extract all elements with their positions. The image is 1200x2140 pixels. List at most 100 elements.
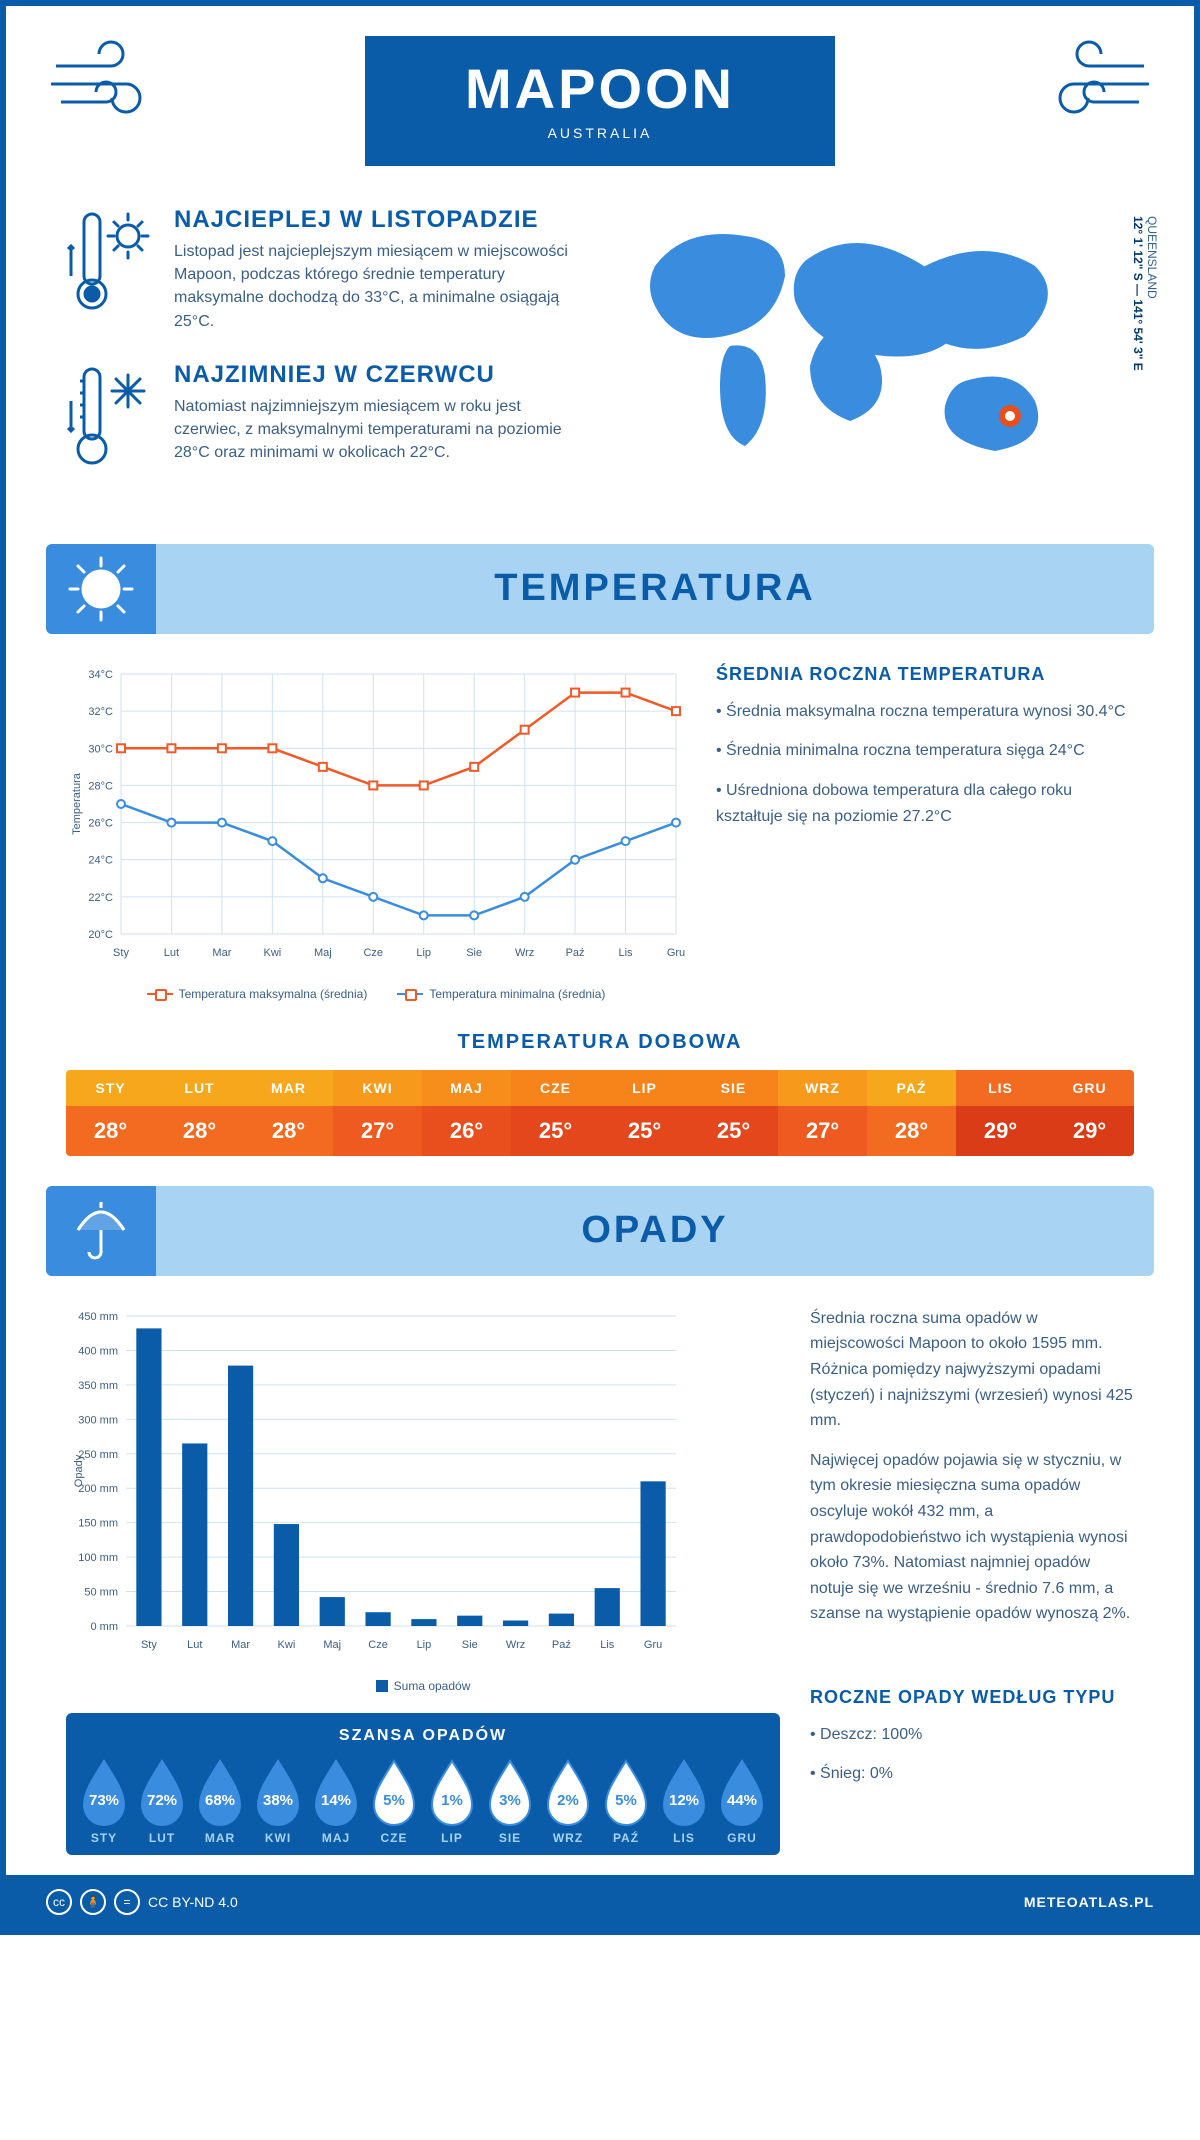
warm-title: NAJCIEPLEJ W LISTOPADZIE — [174, 206, 585, 234]
svg-text:14%: 14% — [321, 1792, 351, 1809]
svg-text:Mar: Mar — [212, 947, 231, 959]
svg-text:Paź: Paź — [566, 947, 585, 959]
precip-chart: 0 mm50 mm100 mm150 mm200 mm250 mm300 mm3… — [66, 1306, 780, 1855]
temp-legend: .leg-swatch:nth-child(1)::after{border-c… — [66, 987, 686, 1001]
daily-hd: SIE — [689, 1070, 778, 1106]
section-temperature: TEMPERATURA — [46, 544, 1154, 634]
daily-hd: MAR — [244, 1070, 333, 1106]
page-title: MAPOON — [465, 56, 735, 121]
svg-text:72%: 72% — [147, 1792, 177, 1809]
svg-text:300 mm: 300 mm — [78, 1414, 118, 1426]
daily-val: 25° — [600, 1106, 689, 1156]
svg-text:Kwi: Kwi — [278, 1639, 296, 1651]
daily-val: 26° — [422, 1106, 511, 1156]
svg-text:350 mm: 350 mm — [78, 1380, 118, 1392]
precip-legend: Suma opadów — [66, 1679, 780, 1693]
rain-chance: SZANSA OPADÓW 73% STY 72% LUT 68% MAR 38… — [66, 1713, 780, 1855]
svg-text:0 mm: 0 mm — [91, 1621, 119, 1633]
rain-drop: 14% MAJ — [308, 1755, 364, 1845]
svg-text:Maj: Maj — [314, 947, 332, 959]
svg-text:24°C: 24°C — [88, 854, 113, 866]
svg-text:1%: 1% — [441, 1792, 463, 1809]
section-precip: OPADY — [46, 1186, 1154, 1276]
legend-min: Temperatura minimalna (średnia) — [429, 987, 605, 1001]
rain-chance-title: SZANSA OPADÓW — [76, 1727, 770, 1745]
svg-text:Gru: Gru — [644, 1639, 662, 1651]
rain-drop: 1% LIP — [424, 1755, 480, 1845]
page-subtitle: AUSTRALIA — [465, 125, 735, 141]
svg-text:32°C: 32°C — [88, 706, 113, 718]
svg-text:3%: 3% — [499, 1792, 521, 1809]
rain-drop: 73% STY — [76, 1755, 132, 1845]
warm-text: Listopad jest najcieplejszym miesiącem w… — [174, 240, 585, 333]
cold-title: NAJZIMNIEJ W CZERWCU — [174, 361, 585, 389]
umbrella-icon — [46, 1186, 156, 1276]
cold-block: NAJZIMNIEJ W CZERWCU Natomiast najzimnie… — [66, 361, 585, 476]
section-title-precip: OPADY — [156, 1209, 1154, 1252]
svg-text:Sie: Sie — [462, 1639, 478, 1651]
precip-type-1: • Śnieg: 0% — [810, 1761, 1134, 1787]
wind-icon-left — [46, 36, 166, 131]
rain-drop: 5% CZE — [366, 1755, 422, 1845]
rain-drop: 38% KWI — [250, 1755, 306, 1845]
warm-block: NAJCIEPLEJ W LISTOPADZIE Listopad jest n… — [66, 206, 585, 333]
daily-val: 29° — [1045, 1106, 1134, 1156]
daily-val: 25° — [511, 1106, 600, 1156]
svg-text:Wrz: Wrz — [506, 1639, 525, 1651]
daily-hd: STY — [66, 1070, 155, 1106]
svg-text:450 mm: 450 mm — [78, 1311, 118, 1323]
svg-text:34°C: 34°C — [88, 669, 113, 681]
svg-text:38%: 38% — [263, 1792, 293, 1809]
daily-val: 28° — [66, 1106, 155, 1156]
precip-p1: Średnia roczna suma opadów w miejscowośc… — [810, 1306, 1134, 1434]
footer: cc 🧍 = CC BY-ND 4.0 METEOATLAS.PL — [6, 1875, 1194, 1929]
daily-hd: PAŹ — [867, 1070, 956, 1106]
daily-val: 28° — [244, 1106, 333, 1156]
svg-text:Kwi: Kwi — [263, 947, 281, 959]
daily-temp-title: TEMPERATURA DOBOWA — [6, 1031, 1194, 1054]
precip-type-0: • Deszcz: 100% — [810, 1722, 1134, 1748]
svg-text:Cze: Cze — [368, 1639, 388, 1651]
svg-text:Opady: Opady — [73, 1454, 85, 1487]
svg-text:100 mm: 100 mm — [78, 1552, 118, 1564]
svg-text:Lis: Lis — [600, 1639, 615, 1651]
rain-drop: 44% GRU — [714, 1755, 770, 1845]
daily-val: 28° — [867, 1106, 956, 1156]
rain-drop: 5% PAŹ — [598, 1755, 654, 1845]
daily-hd: KWI — [333, 1070, 422, 1106]
wind-icon-right — [1034, 36, 1154, 131]
svg-text:Mar: Mar — [231, 1639, 250, 1651]
daily-hd: WRZ — [778, 1070, 867, 1106]
rain-drop: 12% LIS — [656, 1755, 712, 1845]
svg-text:Lip: Lip — [417, 1639, 432, 1651]
license: cc 🧍 = CC BY-ND 4.0 — [46, 1889, 238, 1915]
svg-text:150 mm: 150 mm — [78, 1517, 118, 1529]
daily-val: 25° — [689, 1106, 778, 1156]
cold-text: Natomiast najzimniejszym miesiącem w rok… — [174, 395, 585, 465]
svg-text:Temperatura: Temperatura — [71, 772, 83, 835]
svg-text:Maj: Maj — [323, 1639, 341, 1651]
svg-text:400 mm: 400 mm — [78, 1345, 118, 1357]
svg-text:2%: 2% — [557, 1792, 579, 1809]
precip-legend-label: Suma opadów — [394, 1679, 471, 1693]
temp-summary-title: ŚREDNIA ROCZNA TEMPERATURA — [716, 664, 1134, 685]
temp-bullet-2: • Uśredniona dobowa temperatura dla całe… — [716, 778, 1134, 829]
svg-text:44%: 44% — [727, 1792, 757, 1809]
daily-hd: LIS — [956, 1070, 1045, 1106]
svg-text:12%: 12% — [669, 1792, 699, 1809]
region-label: QUEENSLAND — [1145, 216, 1159, 371]
license-text: CC BY-ND 4.0 — [148, 1894, 238, 1910]
svg-text:Lut: Lut — [164, 947, 179, 959]
legend-max: Temperatura maksymalna (średnia) — [179, 987, 368, 1001]
svg-text:5%: 5% — [615, 1792, 637, 1809]
daily-hd: MAJ — [422, 1070, 511, 1106]
daily-hd: LUT — [155, 1070, 244, 1106]
lon: 141° 54' 3" E — [1131, 299, 1145, 370]
by-icon: 🧍 — [80, 1889, 106, 1915]
nd-icon: = — [114, 1889, 140, 1915]
precip-p2: Najwięcej opadów pojawia się w styczniu,… — [810, 1448, 1134, 1627]
coords: QUEENSLAND 12° 1' 12" S — 141° 54' 3" E — [1131, 216, 1159, 371]
svg-text:68%: 68% — [205, 1792, 235, 1809]
daily-temp-table: STYLUTMARKWIMAJCZELIPSIEWRZPAŹLISGRU28°2… — [66, 1070, 1134, 1156]
header: MAPOON AUSTRALIA — [6, 6, 1194, 186]
